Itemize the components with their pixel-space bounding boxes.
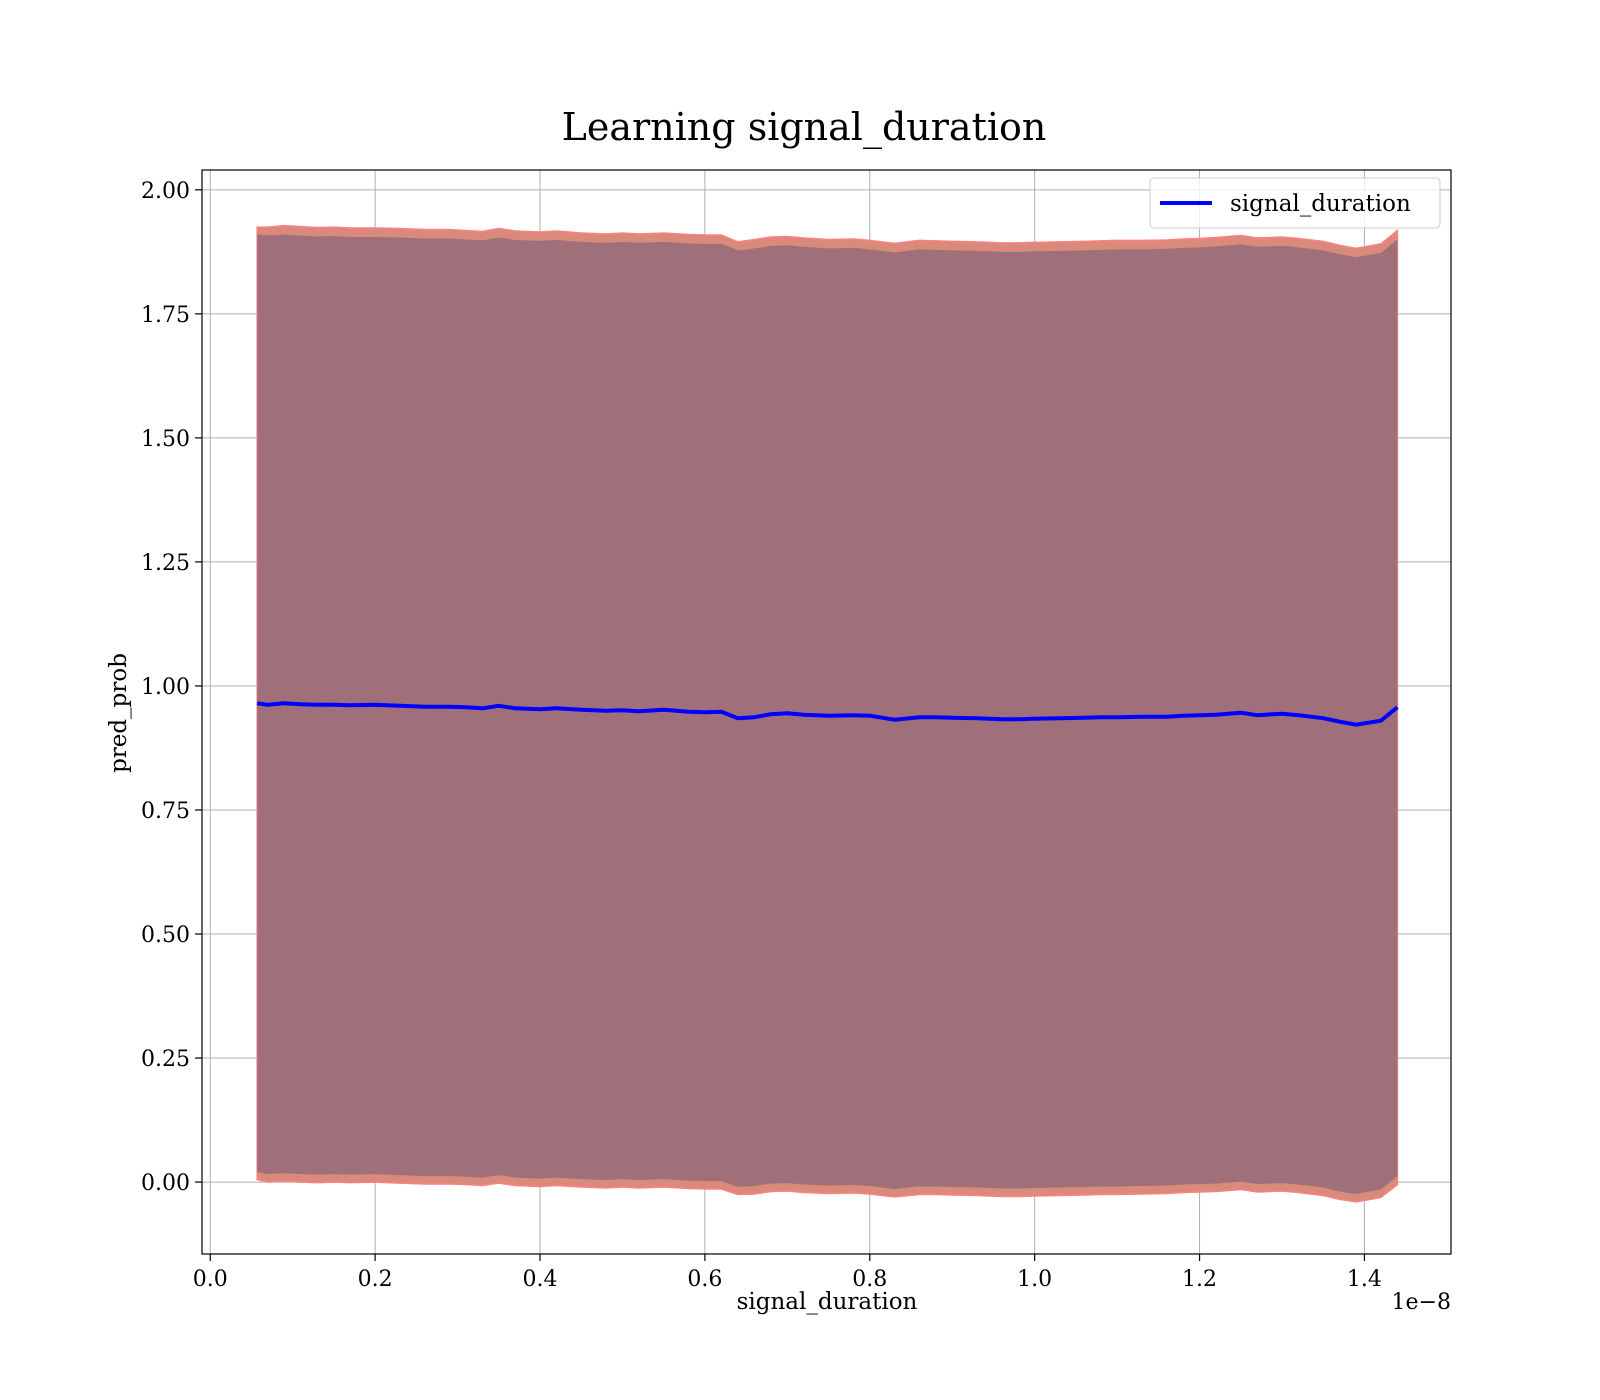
- x-axis-offset-text: 1e−8: [1392, 1290, 1451, 1315]
- x-axis-label: signal_duration: [737, 1289, 918, 1315]
- x-tick-label: 1.2: [1182, 1267, 1217, 1292]
- y-tick-label: 0.75: [141, 799, 190, 824]
- y-tick-label: 1.75: [141, 303, 190, 328]
- plot-area: 0.0 0.2 0.4 0.6 0.8 1.0 1.2 1.4 0.00 0.25 0.50 0.75…: [141, 169, 1452, 1292]
- x-tick-label: 1.0: [1017, 1267, 1052, 1292]
- x-tick-label: 0.2: [358, 1267, 393, 1292]
- y-axis-label: pred_prob: [106, 653, 132, 773]
- y-tick-label: 0.50: [141, 923, 190, 948]
- x-tick-label: 0.4: [523, 1267, 558, 1292]
- x-tick-label: 0.8: [852, 1267, 887, 1292]
- y-tick-label: 1.00: [141, 675, 190, 700]
- y-tick-label: 0.00: [141, 1171, 190, 1196]
- x-tick-label: 1.4: [1347, 1267, 1382, 1292]
- x-tick-label: 0.6: [687, 1267, 722, 1292]
- series-line-signal-duration: [256, 701, 1399, 727]
- chart-title: Learning signal_duration: [562, 105, 1047, 150]
- legend-label: signal_duration: [1230, 191, 1411, 217]
- y-tick-label: 2.00: [141, 179, 190, 204]
- x-tick-label: 0.0: [193, 1267, 228, 1292]
- y-tick-label: 0.25: [141, 1047, 190, 1072]
- y-tick-label: 1.50: [141, 427, 190, 452]
- legend: signal_duration: [1149, 177, 1441, 229]
- y-tick-label: 1.25: [141, 551, 190, 576]
- legend-box: [1149, 177, 1441, 229]
- axes-frame: [201, 169, 1452, 1255]
